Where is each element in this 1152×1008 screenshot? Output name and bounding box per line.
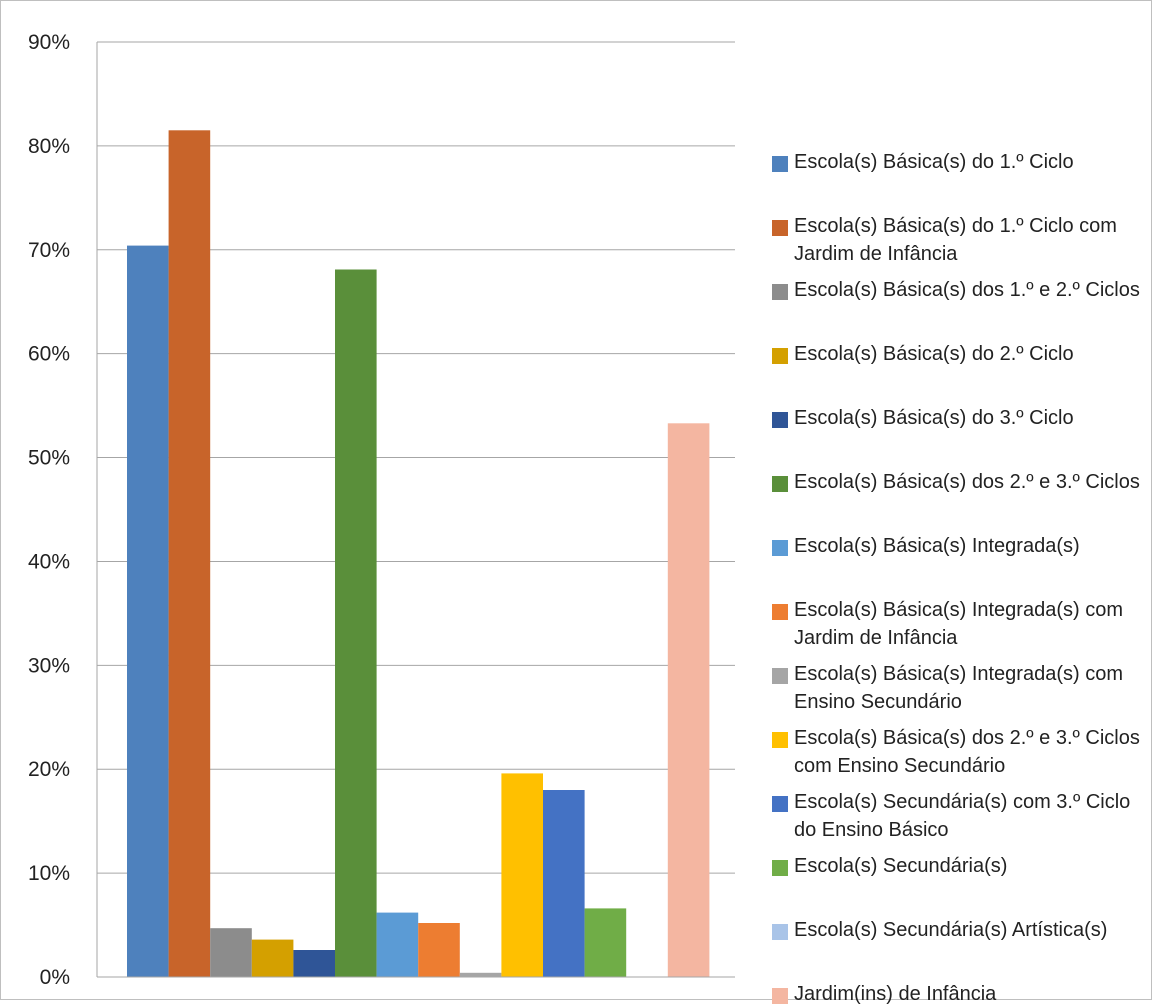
legend-label: Escola(s) Básica(s) do 1.º Ciclo com Jar… <box>794 215 1117 265</box>
y-tick-label: 70% <box>28 239 70 262</box>
legend-label: Escola(s) Básica(s) dos 2.º e 3.º Ciclos <box>794 471 1140 493</box>
bar <box>168 130 211 978</box>
y-tick-label: 30% <box>28 654 70 677</box>
legend-swatch <box>772 796 788 812</box>
legend-label: Escola(s) Básica(s) do 1.º Ciclo <box>794 151 1074 173</box>
legend-label: Escola(s) Básica(s) do 2.º Ciclo <box>794 343 1074 365</box>
bar <box>335 269 377 977</box>
bar <box>251 939 294 977</box>
legend-swatch <box>772 284 788 300</box>
y-tick-label: 80% <box>28 135 70 158</box>
legend-swatch <box>772 156 788 172</box>
y-tick-label: 20% <box>28 758 70 781</box>
bar <box>459 972 502 977</box>
bar <box>501 773 543 977</box>
legend-swatch <box>772 476 788 492</box>
bar <box>210 928 252 977</box>
legend-swatch <box>772 412 788 428</box>
legend-swatch <box>772 988 788 1004</box>
legend-label: Escola(s) Básica(s) dos 1.º e 2.º Ciclos <box>794 279 1140 301</box>
y-tick-label: 40% <box>28 550 70 573</box>
y-tick-label: 10% <box>28 862 70 885</box>
y-tick-label: 60% <box>28 343 70 366</box>
y-axis-ticks: 0% 10% 20% 30% 40% 50% 60% 70% 80% 90% <box>28 31 70 989</box>
legend-label: Escola(s) Básica(s) dos 2.º e 3.º Ciclos… <box>794 727 1140 777</box>
legend-label: Escola(s) Secundária(s) <box>794 855 1008 877</box>
legend-label: Jardim(ins) de Infância <box>794 983 997 1005</box>
legend-swatch <box>772 540 788 556</box>
legend-label: Escola(s) Básica(s) Integrada(s) com Jar… <box>794 599 1123 649</box>
bars <box>127 130 710 978</box>
legend-label: Escola(s) Secundária(s) Artística(s) <box>794 919 1108 941</box>
bar <box>293 950 335 977</box>
legend-swatch <box>772 924 788 940</box>
legend-label: Escola(s) Básica(s) Integrada(s) com Ens… <box>794 663 1123 713</box>
legend-swatch <box>772 668 788 684</box>
legend-swatch <box>772 604 788 620</box>
legend-swatch <box>772 732 788 748</box>
legend-label: Escola(s) Secundária(s) com 3.º Ciclo do… <box>794 791 1131 841</box>
bar <box>418 923 460 977</box>
bar <box>584 908 627 977</box>
legend-swatch <box>772 860 788 876</box>
legend-label: Escola(s) Básica(s) do 3.º Ciclo <box>794 407 1074 429</box>
legend-label: Escola(s) Básica(s) Integrada(s) <box>794 535 1080 557</box>
bar <box>543 790 585 977</box>
bar <box>127 245 169 978</box>
bar <box>376 912 419 977</box>
legend-swatch <box>772 348 788 364</box>
legend-swatch <box>772 220 788 236</box>
y-tick-label: 50% <box>28 447 70 470</box>
bar <box>667 423 710 977</box>
y-tick-label: 90% <box>28 31 70 54</box>
y-tick-label: 0% <box>40 966 70 989</box>
